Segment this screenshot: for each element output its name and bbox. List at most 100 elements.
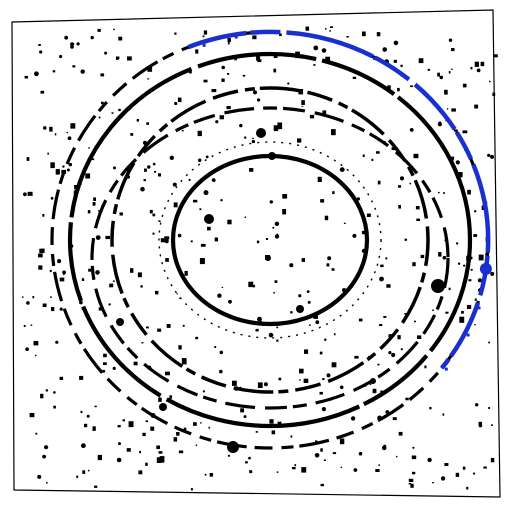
- speckle: [255, 431, 258, 433]
- speckle: [352, 233, 357, 238]
- speckle: [118, 442, 121, 446]
- speckle: [412, 446, 415, 449]
- speckle: [52, 70, 56, 73]
- speckle: [50, 162, 55, 169]
- speckle: [301, 105, 304, 107]
- speckle: [362, 31, 366, 37]
- speckle: [136, 119, 139, 122]
- speckle: [462, 130, 468, 134]
- speckle: [156, 445, 160, 450]
- speckle: [448, 71, 451, 74]
- speckle: [297, 138, 302, 143]
- speckle: [289, 263, 294, 268]
- speckle: [321, 407, 326, 412]
- speckle: [94, 405, 97, 408]
- speckle: [22, 296, 24, 298]
- speckle: [85, 173, 91, 179]
- speckle: [424, 365, 427, 369]
- speckle: [94, 485, 98, 488]
- speckle: [298, 89, 304, 95]
- speckle: [451, 68, 453, 70]
- speckle: [303, 378, 309, 383]
- speckle: [391, 147, 397, 151]
- speckle: [313, 45, 319, 51]
- speckle: [375, 469, 380, 472]
- speckle: [244, 136, 247, 139]
- speckle: [112, 366, 116, 370]
- speckle: [117, 425, 121, 428]
- speckle: [248, 456, 251, 460]
- speckle: [245, 461, 248, 464]
- speckle: [62, 270, 66, 275]
- speckle: [80, 410, 83, 414]
- speckle: [90, 35, 94, 40]
- speckle: [215, 120, 219, 124]
- speckle: [133, 361, 138, 366]
- highlight-speckle: [423, 91, 427, 95]
- speckle: [243, 415, 247, 419]
- speckle: [227, 219, 232, 225]
- speckle: [108, 303, 111, 306]
- speckle: [301, 100, 305, 105]
- speckle: [76, 475, 79, 478]
- speckle: [38, 265, 43, 270]
- speckle: [418, 58, 424, 64]
- speckle: [377, 180, 381, 185]
- highlight-speckle: [338, 41, 342, 45]
- speckle: [249, 168, 254, 172]
- speckle: [55, 340, 59, 344]
- speckle: [386, 284, 391, 288]
- speckle: [294, 464, 297, 467]
- speckle: [474, 298, 477, 301]
- speckle: [263, 382, 268, 387]
- speckle: [393, 59, 397, 63]
- speckle: [273, 68, 277, 73]
- speckle: [248, 281, 254, 288]
- speckle: [198, 158, 202, 162]
- speckle: [92, 426, 96, 431]
- speckle: [122, 419, 125, 422]
- speckle: [32, 296, 35, 299]
- speckle: [173, 437, 178, 442]
- speckle: [404, 313, 408, 315]
- speckle: [301, 467, 307, 473]
- speckle: [350, 416, 356, 421]
- highlight-speckle: [445, 118, 449, 122]
- highlight-speckle: [372, 57, 376, 61]
- speckle: [143, 179, 146, 182]
- speckle: [150, 426, 155, 431]
- speckle: [249, 470, 253, 474]
- speckle: [290, 435, 293, 438]
- speckle: [66, 131, 68, 134]
- speckle: [400, 348, 403, 351]
- speckle: [23, 324, 26, 328]
- speckle: [202, 35, 205, 38]
- speckle: [217, 293, 222, 298]
- highlight-node: [479, 262, 492, 275]
- speckle: [352, 76, 357, 79]
- speckle: [221, 286, 224, 288]
- speckle: [432, 482, 434, 484]
- speckle: [103, 362, 107, 365]
- speckle: [466, 486, 469, 490]
- speckle: [255, 328, 259, 332]
- speckle: [54, 133, 57, 136]
- speckle: [410, 483, 414, 488]
- speckle: [112, 280, 115, 282]
- speckle: [142, 432, 146, 437]
- speckle: [326, 263, 330, 267]
- speckle: [445, 311, 449, 314]
- speckle: [178, 297, 181, 299]
- speckle: [420, 254, 425, 259]
- speckle: [158, 451, 163, 454]
- speckle: [408, 483, 412, 485]
- speckle: [478, 421, 482, 425]
- speckle: [34, 354, 37, 357]
- speckle: [380, 264, 384, 268]
- speckle: [30, 412, 33, 415]
- speckle: [25, 347, 29, 352]
- speckle: [86, 414, 90, 418]
- speckle: [369, 383, 372, 385]
- speckle: [101, 101, 104, 105]
- speckle: [40, 90, 45, 94]
